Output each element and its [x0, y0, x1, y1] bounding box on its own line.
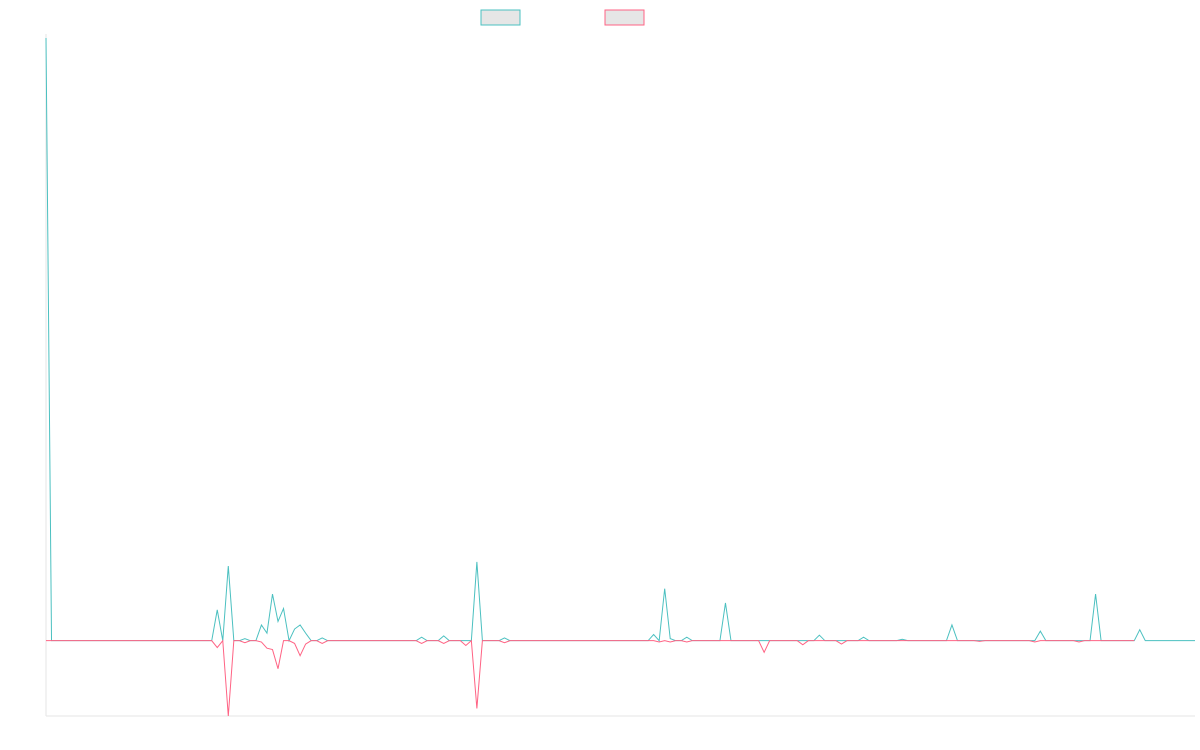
plot-area: [45, 37, 1195, 717]
legend-swatch-series-1[interactable]: [480, 9, 521, 26]
legend[interactable]: [480, 9, 645, 26]
axes: [45, 34, 1195, 717]
series-line-2: [46, 639, 1135, 717]
series-line-1: [45, 37, 1195, 643]
legend-swatch-series-2[interactable]: [604, 9, 645, 26]
